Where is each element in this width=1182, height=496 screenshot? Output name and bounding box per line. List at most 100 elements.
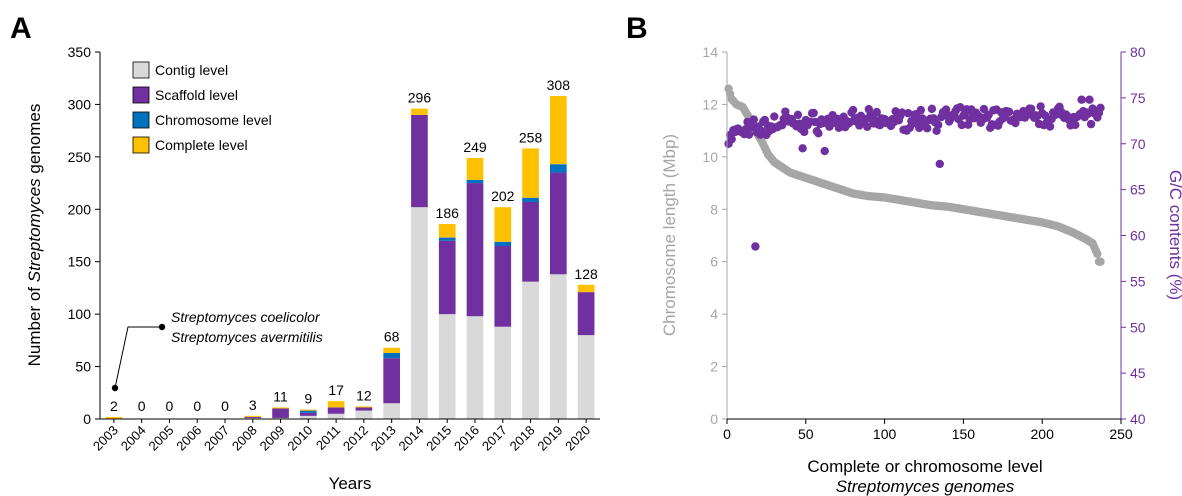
bar-segment bbox=[550, 164, 567, 173]
left-y-tick-label: 14 bbox=[702, 44, 718, 60]
x-tick-label: 2009 bbox=[257, 423, 288, 454]
right-y-tick-label: 40 bbox=[1130, 411, 1146, 427]
legend-swatch bbox=[132, 86, 150, 104]
bar-total-label: 2 bbox=[110, 398, 118, 414]
y-tick-label: 350 bbox=[68, 44, 92, 60]
gc-point bbox=[749, 115, 758, 124]
left-y-tick-label: 0 bbox=[710, 411, 718, 427]
y-tick-label: 300 bbox=[68, 96, 92, 112]
left-y-tick-label: 10 bbox=[702, 149, 718, 165]
x-tick-label: 2016 bbox=[451, 423, 482, 454]
bar-total-label: 17 bbox=[328, 382, 344, 398]
panel-b-label: B bbox=[626, 12, 648, 45]
legend-label: Chromosome level bbox=[155, 112, 272, 128]
right-y-tick-label: 80 bbox=[1130, 44, 1146, 60]
bar-segment bbox=[383, 352, 400, 359]
x-tick-label: 2011 bbox=[313, 423, 343, 453]
x-tick-label: 250 bbox=[1109, 426, 1133, 442]
right-y-tick-label: 65 bbox=[1130, 182, 1146, 198]
gc-point bbox=[1036, 102, 1045, 111]
scatter-chart-panel: 0 2 4 6 8 10 12 14 40 45 50 55 60 65 70 75 80 0 50 100 150 20… bbox=[660, 44, 1182, 496]
bar-segment bbox=[272, 417, 289, 419]
bar-segment bbox=[355, 406, 373, 408]
gc-point bbox=[979, 104, 989, 114]
bar-segment bbox=[383, 358, 400, 404]
bar-segment bbox=[438, 223, 456, 238]
x-tick-label: 2006 bbox=[173, 423, 204, 454]
gc-point bbox=[941, 105, 951, 114]
gc-point bbox=[770, 112, 779, 121]
bar-segment bbox=[244, 415, 262, 417]
left-y-axis-label: Chromosome length (Mbp) bbox=[660, 134, 679, 336]
right-y-tick-label: 75 bbox=[1130, 90, 1146, 106]
bar-segment bbox=[300, 410, 317, 413]
bar-total-label: 308 bbox=[547, 77, 571, 93]
gc-point bbox=[744, 130, 754, 139]
bar-segment bbox=[522, 281, 539, 419]
gc-point bbox=[897, 108, 907, 117]
bar-total-labels: 2 0 0 0 0 3 11 9 17 12 68 296 186 249 202 258 308 128 bbox=[110, 77, 598, 414]
bar-segment bbox=[411, 207, 428, 419]
bar-total-label: 258 bbox=[519, 129, 543, 145]
bar-segment bbox=[466, 157, 484, 180]
bar-segment bbox=[438, 314, 456, 419]
annotation-dot-start bbox=[111, 384, 119, 392]
y-axis-label: Number of Streptomyces genomes bbox=[25, 104, 44, 367]
bar-total-label: 0 bbox=[138, 398, 146, 414]
x-tick-label: 2020 bbox=[562, 423, 593, 454]
x-tick-label: 150 bbox=[952, 426, 976, 442]
gc-point bbox=[727, 134, 736, 144]
gc-point bbox=[793, 110, 803, 120]
x-axis-label-line-2: Streptomyces genomes bbox=[836, 477, 1015, 496]
bar-segment bbox=[438, 240, 456, 315]
length-point bbox=[1096, 257, 1105, 266]
gc-point bbox=[751, 242, 760, 251]
y-axis-ticks: 0 50 100 150 200 250 300 350 bbox=[68, 44, 100, 427]
bar-total-label: 0 bbox=[221, 398, 229, 414]
gc-point bbox=[800, 127, 809, 137]
x-tick-label: 0 bbox=[723, 426, 731, 442]
legend-swatch bbox=[132, 61, 150, 79]
bar-segment bbox=[300, 412, 317, 416]
y-tick-label: 250 bbox=[68, 149, 92, 165]
right-y-tick-label: 55 bbox=[1130, 273, 1146, 289]
x-tick-label: 200 bbox=[1031, 426, 1055, 442]
bar-total-label: 12 bbox=[356, 387, 372, 403]
x-tick-label: 2005 bbox=[146, 423, 177, 454]
gc-content-points bbox=[724, 95, 1105, 251]
gc-point bbox=[904, 109, 913, 118]
gc-point bbox=[798, 144, 807, 153]
bar-total-label: 202 bbox=[491, 188, 515, 204]
y-tick-label: 200 bbox=[68, 201, 92, 217]
bar-segment bbox=[411, 108, 428, 115]
gc-point bbox=[922, 124, 932, 133]
bar-segment bbox=[466, 316, 484, 419]
x-tick-label: 2003 bbox=[90, 423, 121, 454]
gc-point bbox=[1026, 104, 1036, 113]
bar-segment bbox=[327, 401, 345, 408]
bar-segment bbox=[327, 413, 345, 419]
x-tick-label: 2008 bbox=[229, 423, 260, 454]
x-tick-label: 2012 bbox=[340, 423, 371, 454]
gc-point bbox=[956, 103, 965, 112]
bar-segment bbox=[577, 292, 595, 336]
bar-segment bbox=[494, 241, 512, 246]
annotation: Streptomyces coelicolor Streptomyces ave… bbox=[111, 309, 323, 392]
x-tick-label: 2015 bbox=[423, 423, 454, 454]
bar-segment bbox=[244, 417, 262, 419]
gc-point bbox=[1096, 103, 1105, 113]
bar-total-label: 128 bbox=[574, 266, 598, 282]
bar-segment bbox=[383, 347, 400, 353]
gc-point bbox=[809, 108, 818, 118]
bar-segment bbox=[272, 407, 289, 409]
gc-point bbox=[872, 107, 881, 117]
bar-total-label: 68 bbox=[384, 329, 400, 345]
x-tick-label: 2004 bbox=[118, 423, 149, 454]
bar-total-label: 3 bbox=[249, 397, 257, 413]
y-tick-label: 50 bbox=[75, 359, 91, 375]
gc-point bbox=[848, 105, 858, 115]
right-y-tick-label: 60 bbox=[1130, 228, 1146, 244]
gc-point bbox=[1011, 118, 1020, 128]
bar-segment bbox=[355, 407, 373, 411]
